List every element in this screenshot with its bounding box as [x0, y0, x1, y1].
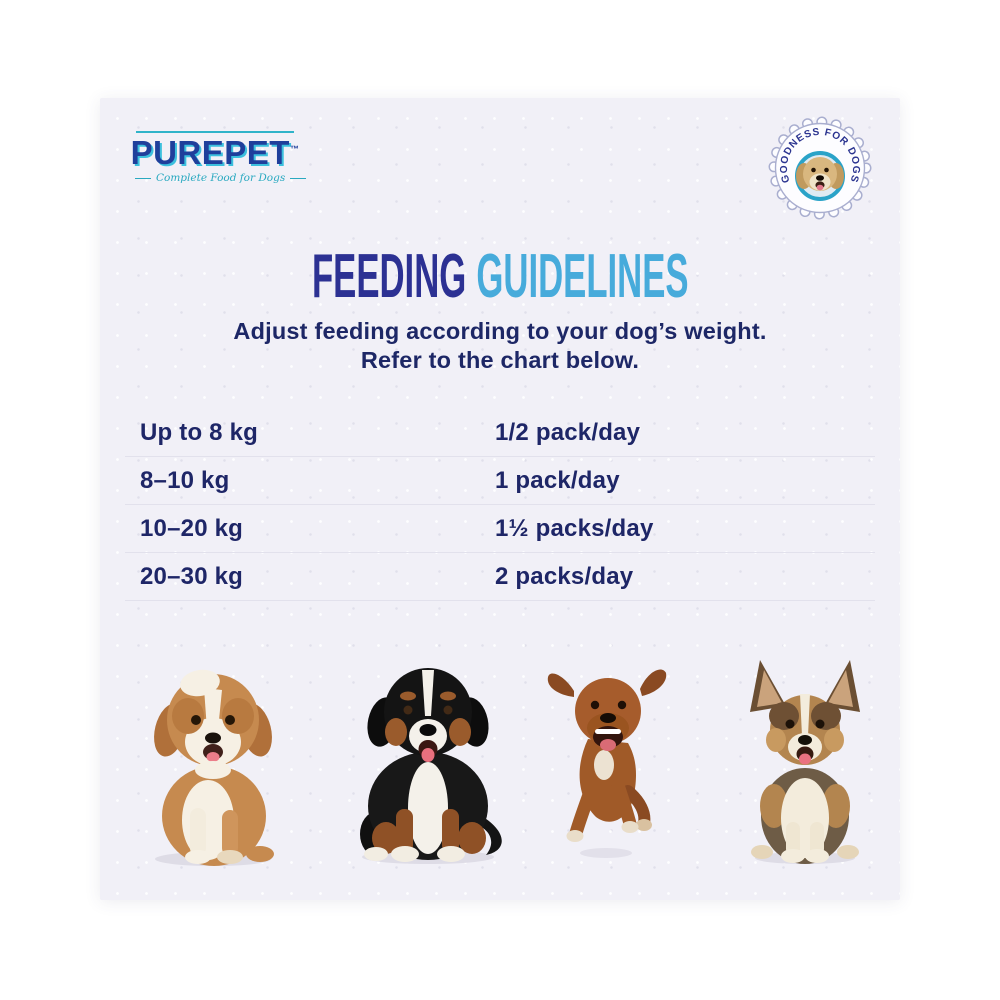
feeding-table: Up to 8 kg 1/2 pack/day 8–10 kg 1 pack/d… — [125, 409, 875, 601]
subtitle-line2: Refer to the chart below. — [360, 347, 640, 373]
table-row: 20–30 kg 2 packs/day — [125, 553, 875, 601]
weight-cell: 10–20 kg — [140, 514, 244, 542]
goodness-for-dogs-badge: GOODNESS FOR DOGS — [764, 112, 876, 224]
dog-photo-pitbull-running — [544, 661, 674, 861]
tagline-dash-right — [290, 177, 307, 179]
logo-tagline: Complete Food for Dogs — [130, 172, 307, 184]
amount-cell: 1½ packs/day — [495, 514, 654, 542]
amount-cell: 1/2 pack/day — [495, 418, 641, 446]
weight-cell: 20–30 kg — [140, 562, 244, 590]
table-row: Up to 8 kg 1/2 pack/day — [125, 409, 875, 457]
badge-graphic: GOODNESS FOR DOGS — [768, 116, 872, 220]
table-row: 8–10 kg 1 pack/day — [125, 457, 875, 505]
purepet-logo: PUREPET™ Complete Food for Dogs — [130, 131, 307, 184]
logo-wordmark: PUREPET™ — [130, 136, 300, 169]
dog-photo-bernese-mountain-dog — [338, 654, 518, 866]
tagline-dash-left — [135, 177, 151, 179]
feeding-guide-card: PUREPET™ Complete Food for Dogs GOODNESS… — [100, 98, 900, 900]
trademark-symbol: ™ — [289, 144, 300, 154]
amount-cell: 1 pack/day — [495, 466, 620, 494]
title-word-feeding: FEEDING — [311, 242, 467, 311]
logo-text: PUREPET — [130, 134, 290, 171]
tagline-text: Complete Food for Dogs — [156, 172, 286, 184]
weight-cell: Up to 8 kg — [140, 418, 259, 446]
logo-top-rule — [136, 131, 294, 133]
title-text: FEEDING GUIDELINES — [312, 246, 689, 308]
page-title: FEEDING GUIDELINES — [100, 246, 900, 308]
weight-cell: 8–10 kg — [140, 466, 230, 494]
subtitle: Adjust feeding according to your dog’s w… — [100, 317, 900, 375]
amount-cell: 2 packs/day — [495, 562, 634, 590]
subtitle-line1: Adjust feeding according to your dog’s w… — [233, 318, 767, 344]
dog-photo-havanese-puppy — [138, 658, 288, 868]
table-row: 10–20 kg 1½ packs/day — [125, 505, 875, 553]
badge-dog-photo — [795, 151, 845, 201]
title-word-guidelines: GUIDELINES — [476, 242, 689, 311]
dog-photo-corgi-puppy — [740, 654, 870, 866]
